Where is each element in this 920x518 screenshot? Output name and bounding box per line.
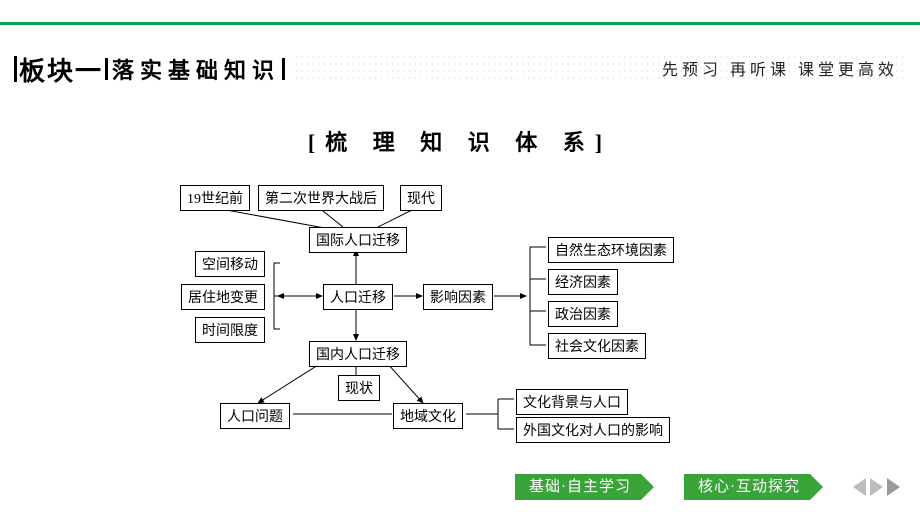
footer-nav: 基础·自主学习 核心·互动探究 bbox=[515, 474, 900, 500]
diagram-node: 时间限度 bbox=[195, 317, 265, 343]
footer-button-basics[interactable]: 基础·自主学习 bbox=[515, 474, 654, 500]
diagram-node: 人口迁移 bbox=[323, 284, 393, 310]
chevron-right-icon bbox=[641, 474, 654, 500]
section-title: 落实基础知识 bbox=[112, 53, 280, 85]
last-icon[interactable] bbox=[887, 478, 900, 496]
page-subtitle: [梳 理 知 识 体 系] bbox=[0, 125, 920, 157]
diagram-node: 19世纪前 bbox=[180, 185, 250, 211]
next-icon[interactable] bbox=[870, 478, 883, 496]
diagram-node: 文化背景与人口 bbox=[516, 389, 628, 415]
prev-icon[interactable] bbox=[853, 478, 866, 496]
diagram-node: 社会文化因素 bbox=[548, 333, 646, 359]
footer-button-label: 基础·自主学习 bbox=[515, 474, 641, 500]
diagram-node: 国内人口迁移 bbox=[309, 341, 407, 367]
diagram-node: 自然生态环境因素 bbox=[548, 237, 674, 263]
diagram-node: 居住地变更 bbox=[181, 284, 265, 310]
accent-line bbox=[0, 22, 920, 25]
header-bar-icon bbox=[282, 58, 285, 80]
header-left: 板块一 落实基础知识 bbox=[12, 51, 287, 88]
diagram-node: 外国文化对人口的影响 bbox=[516, 417, 670, 443]
knowledge-diagram: 19世纪前第二次世界大战后现代国际人口迁移空间移动居住地变更时间限度 人口迁移 影响… bbox=[178, 185, 758, 445]
diagram-node: 经济因素 bbox=[548, 269, 618, 295]
page-header: 板块一 落实基础知识 ·····························… bbox=[12, 48, 908, 90]
diagram-node: 国际人口迁移 bbox=[309, 227, 407, 253]
section-label: 板块一 bbox=[19, 51, 103, 88]
footer-button-core[interactable]: 核心·互动探究 bbox=[684, 474, 823, 500]
diagram-node: 空间移动 bbox=[195, 251, 265, 277]
diagram-node: 影响因素 bbox=[423, 284, 493, 310]
diagram-node: 人口问题 bbox=[220, 403, 290, 429]
header-bar-icon bbox=[105, 58, 108, 80]
diagram-node: 政治因素 bbox=[548, 301, 618, 327]
pager bbox=[853, 478, 900, 496]
diagram-node: 现代 bbox=[400, 185, 442, 211]
header-bar-icon bbox=[14, 56, 17, 82]
footer-button-label: 核心·互动探究 bbox=[684, 474, 810, 500]
diagram-node: 第二次世界大战后 bbox=[258, 185, 384, 211]
chevron-right-icon bbox=[810, 474, 823, 500]
diagram-node: 地域文化 bbox=[393, 403, 463, 429]
diagram-node: 现状 bbox=[338, 375, 380, 401]
header-right-text: 先预习 再听课 课堂更高效 bbox=[662, 56, 898, 80]
